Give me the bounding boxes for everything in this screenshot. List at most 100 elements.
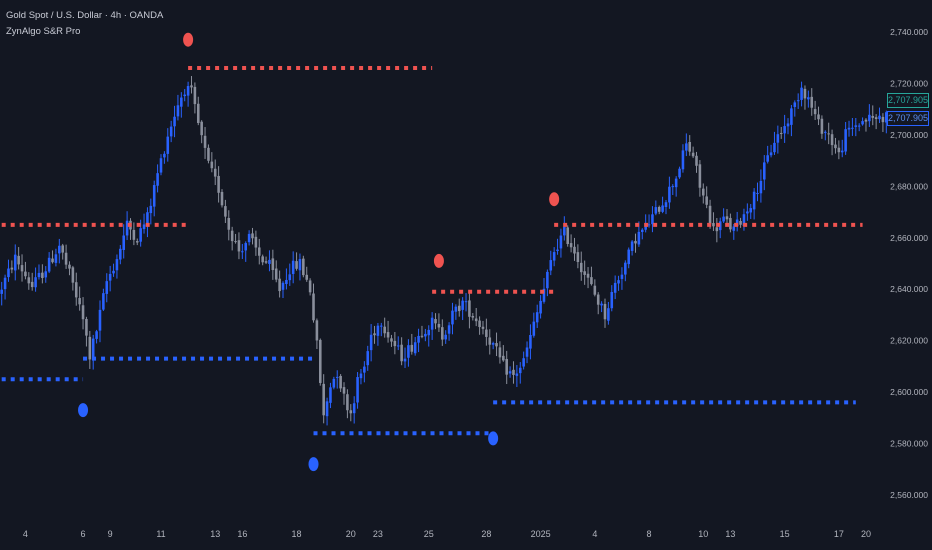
candle-body (264, 261, 268, 263)
candle-body (837, 147, 841, 153)
candle-body (159, 158, 163, 173)
candle-body (868, 114, 871, 122)
candle-body (712, 223, 715, 227)
x-tick-label: 13 (210, 529, 220, 539)
candle-body (861, 121, 864, 125)
candle-body (552, 252, 556, 261)
candle-body (654, 207, 658, 214)
candle-body (3, 277, 7, 290)
candle-body (864, 119, 868, 122)
candle-body (854, 125, 858, 127)
candle-body (203, 135, 207, 148)
candle-body (461, 300, 464, 310)
candle-body (556, 249, 559, 252)
candle-body (810, 96, 814, 108)
candle-body (85, 318, 88, 336)
candle-body (478, 320, 481, 328)
candle-body (305, 274, 309, 280)
indicator-name[interactable]: ZynAlgo S&R Pro (6, 26, 81, 37)
candle-body (559, 235, 563, 249)
candle-body (681, 150, 685, 170)
candle-body (542, 288, 546, 302)
candle-body (376, 325, 380, 336)
candle-body (95, 331, 98, 339)
candle-body (146, 212, 149, 226)
candle-body (10, 267, 14, 270)
candle-body (54, 254, 58, 263)
candle-body (746, 211, 749, 214)
candle-body (237, 240, 241, 252)
candle-body (705, 196, 708, 205)
candle-body (20, 265, 24, 272)
candle-body (71, 267, 75, 283)
candle-body (447, 325, 451, 334)
candle-body (878, 115, 881, 120)
candle-body (468, 300, 471, 317)
candle-body (786, 123, 790, 127)
candle-body (627, 249, 631, 265)
candle-body (47, 257, 51, 272)
candle-body (664, 202, 668, 207)
candle-body (820, 118, 824, 134)
candle-body (393, 340, 397, 347)
candle-body (183, 94, 187, 97)
candle-body (58, 245, 61, 254)
candle-body (508, 371, 512, 374)
y-tick-label: 2,740.000 (890, 27, 928, 37)
candle-body (64, 252, 68, 265)
candle-body (410, 344, 414, 352)
y-tick-label: 2,720.000 (890, 78, 928, 88)
candle-body (613, 282, 617, 293)
candle-body (274, 268, 278, 280)
candle-body (885, 112, 888, 123)
x-tick-label: 8 (647, 529, 652, 539)
chart-legend: Gold Spot / U.S. Dollar · 4h · OANDA Zyn… (6, 8, 163, 40)
candle-body (196, 103, 200, 123)
candle-body (400, 344, 403, 362)
pivot-high-marker (549, 192, 560, 207)
candle-body (573, 246, 576, 254)
candle-body (319, 339, 322, 383)
candle-body (776, 134, 780, 143)
y-tick-label: 2,660.000 (890, 233, 928, 243)
candle-body (857, 125, 861, 127)
pivot-low-marker (308, 457, 319, 472)
candle-body (91, 338, 95, 360)
candle-body (637, 231, 641, 245)
candle-body (840, 150, 844, 153)
candle-body (298, 259, 302, 271)
x-tick-label: 16 (237, 529, 247, 539)
x-tick-label: 25 (424, 529, 434, 539)
y-tick-label: 2,620.000 (890, 336, 928, 346)
x-tick-label: 13 (725, 529, 735, 539)
candle-body (44, 271, 48, 278)
candle-body (824, 131, 827, 133)
x-tick-label: 6 (81, 529, 86, 539)
candle-body (491, 343, 495, 345)
candle-body (112, 270, 115, 274)
candle-body (386, 332, 390, 338)
candle-body (156, 173, 159, 186)
candle-body (844, 129, 847, 152)
candle-body (349, 410, 353, 414)
candle-body (166, 136, 170, 154)
candle-body (624, 262, 627, 275)
y-tick-label: 2,680.000 (890, 181, 928, 191)
symbol-title[interactable]: Gold Spot / U.S. Dollar · 4h · OANDA (6, 10, 164, 21)
candle-body (701, 188, 705, 196)
candle-body (325, 401, 329, 417)
candle-body (102, 293, 105, 310)
candle-body (125, 220, 129, 236)
candle-body (149, 205, 153, 214)
candle-body (678, 168, 681, 178)
x-tick-label: 20 (861, 529, 871, 539)
candle-body (210, 161, 214, 169)
candle-body (708, 205, 712, 225)
candle-body (695, 155, 698, 166)
candle-body (725, 216, 729, 220)
candle-body (61, 245, 64, 253)
candle-body (420, 335, 424, 337)
candle-body (68, 264, 71, 269)
